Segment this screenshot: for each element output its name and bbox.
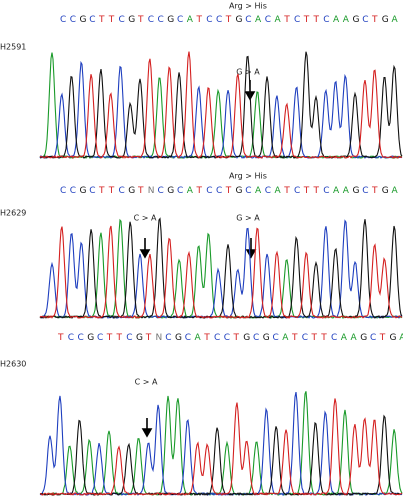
trace (39, 225, 403, 319)
arrow-head (245, 249, 257, 259)
annotation: C > A (135, 378, 158, 387)
arrow-head (141, 428, 153, 438)
trace (39, 391, 403, 497)
arrows (139, 80, 257, 438)
arrow-head (139, 249, 151, 259)
mutation-label: Arg > His (229, 2, 267, 11)
trace (39, 398, 403, 496)
mutation-label: Arg > His (229, 172, 267, 181)
trace (39, 51, 403, 160)
annotation: G > A (236, 214, 260, 223)
sample-label: H2629 (0, 209, 26, 218)
sample-label: H2630 (0, 360, 26, 369)
annotation: C > A (134, 214, 157, 223)
trace (39, 217, 403, 320)
sample-label: H2591 (0, 43, 26, 52)
annotation: G > A (236, 68, 260, 77)
